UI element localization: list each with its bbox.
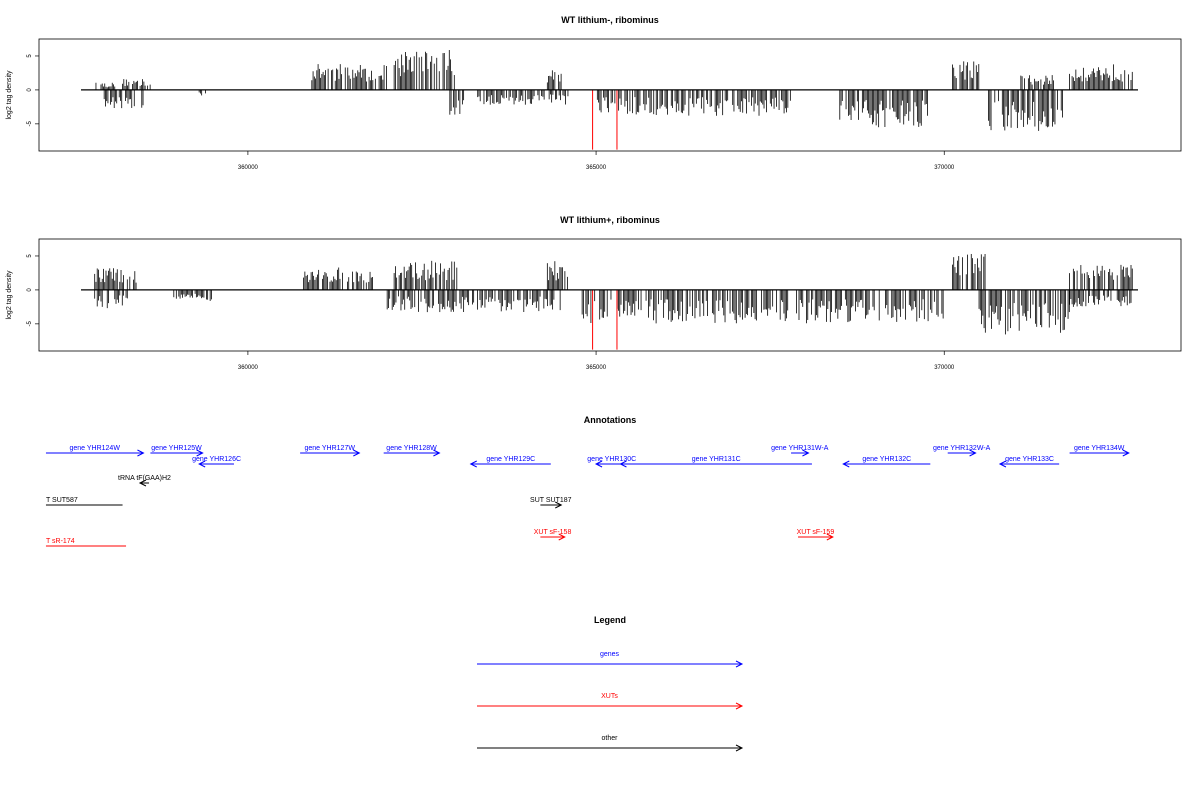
plot-frame (38, 238, 1182, 352)
strand-arrow (138, 479, 147, 487)
annotation-feature: gene YHR125W (150, 445, 204, 457)
strand-arrow (802, 449, 810, 457)
legend-arrow (735, 660, 744, 668)
annotation-feature: gene YHR133C (998, 456, 1060, 468)
annotation-features: gene YHR124W gene YHR125W gene YHR126C gene… (45, 445, 1130, 547)
feature-label: gene YHR124W (69, 445, 120, 452)
y-tick-label: -5 (27, 321, 33, 327)
axes: 360000 365000 370000 -5 0 5 (27, 254, 955, 371)
legend-items: genes XUTs other (477, 651, 744, 752)
annotation-feature: gene YHR130C (587, 456, 636, 468)
strand-arrow (137, 449, 145, 457)
x-tick-label: 360000 (238, 165, 259, 171)
strand-arrow (619, 460, 627, 468)
strand-arrow (1122, 449, 1130, 457)
y-axis-label: log2 tag density (6, 270, 13, 320)
annotation-feature: tRNA tF(GAA)H2 (118, 475, 171, 487)
strand-arrow (469, 460, 477, 468)
annotation-feature: gene YHR128W (383, 445, 441, 457)
strand-arrow (969, 449, 977, 457)
annotation-feature: gene YHR124W (45, 445, 145, 457)
annotation-feature: T SUT587 (45, 497, 123, 506)
annotation-feature: gene YHR126C (192, 456, 241, 468)
strand-arrow (842, 460, 850, 468)
annotation-feature: XUT sF-158 (534, 529, 572, 541)
annotation-feature: gene YHR131C (619, 456, 812, 468)
feature-label: gene YHR125W (151, 445, 202, 452)
feature-label: gene YHR132C (862, 456, 911, 463)
annotation-feature: gene YHR131W-A (771, 445, 829, 457)
annotation-feature: gene YHR132W-A (933, 445, 991, 457)
signal-bars (81, 253, 1138, 350)
strand-arrow (594, 460, 603, 468)
annotations-title: Annotations (584, 415, 637, 425)
feature-label: XUT sF-159 (797, 529, 835, 536)
strand-arrow (998, 460, 1007, 468)
feature-label: gene YHR134W (1074, 445, 1125, 452)
strand-arrow (353, 449, 361, 457)
plot-frame (38, 38, 1182, 152)
x-tick-label: 370000 (934, 165, 955, 171)
legend-item: genes (477, 651, 744, 668)
legend-title: Legend (594, 615, 626, 625)
y-tick-label: 0 (27, 88, 33, 92)
annotation-feature: XUT sF-159 (797, 529, 835, 541)
strand-arrow (433, 449, 441, 457)
strand-arrow (198, 460, 206, 468)
legend-item: other (477, 735, 744, 752)
feature-label: gene YHR131C (692, 456, 741, 463)
feature-label: gene YHR130C (587, 456, 636, 463)
annotation-feature: SUT SUT187 (530, 497, 572, 509)
strand-arrow (558, 533, 566, 541)
signal-panel-lithium-minus: WT lithium-, ribominus log2 tag density … (6, 15, 1182, 171)
feature-label: T SUT587 (46, 497, 78, 504)
annotation-feature: gene YHR132C (842, 456, 931, 468)
legend-label: XUTs (601, 693, 618, 700)
y-tick-label: 0 (27, 288, 33, 292)
legend: Legend genes XUTs other (477, 615, 744, 752)
feature-label: XUT sF-158 (534, 529, 572, 536)
legend-arrow (735, 744, 744, 752)
feature-label: gene YHR132W-A (933, 445, 991, 452)
feature-label: gene YHR127W (304, 445, 355, 452)
x-tick-label: 365000 (586, 165, 607, 171)
signal-panel-lithium-plus: WT lithium+, ribominus log2 tag density … (6, 215, 1182, 371)
legend-label: other (602, 735, 619, 742)
annotation-feature: T sR-174 (45, 538, 127, 547)
y-tick-label: 5 (27, 254, 33, 258)
feature-label: gene YHR126C (192, 456, 241, 463)
annotation-feature: gene YHR134W (1069, 445, 1130, 457)
annotation-feature: gene YHR127W (300, 445, 361, 457)
feature-label: gene YHR131W-A (771, 445, 829, 452)
strand-arrow (555, 501, 563, 509)
feature-label: SUT SUT187 (530, 497, 572, 504)
legend-label: genes (600, 651, 620, 658)
legend-arrow (735, 702, 744, 710)
annotation-track: Annotations gene YHR124W gene YHR125Wgene… (45, 415, 1130, 547)
x-tick-label: 360000 (238, 365, 259, 371)
y-tick-label: 5 (27, 54, 33, 58)
feature-label: gene YHR133C (1005, 456, 1054, 463)
x-tick-label: 365000 (586, 365, 607, 371)
x-tick-label: 370000 (934, 365, 955, 371)
panel-title: WT lithium+, ribominus (560, 215, 660, 225)
y-axis-label: log2 tag density (6, 70, 13, 120)
legend-item: XUTs (477, 693, 744, 710)
annotation-feature: gene YHR129C (469, 456, 551, 468)
signal-bars (81, 50, 1138, 150)
panel-title: WT lithium-, ribominus (561, 15, 659, 25)
feature-label: gene YHR129C (486, 456, 535, 463)
y-tick-label: -5 (27, 121, 33, 127)
strand-arrow (196, 449, 204, 457)
axes: 360000 365000 370000 -5 0 5 (27, 54, 955, 171)
feature-label: T sR-174 (46, 538, 75, 545)
feature-label: tRNA tF(GAA)H2 (118, 475, 171, 482)
feature-label: gene YHR128W (386, 445, 437, 452)
strand-arrow (826, 533, 834, 541)
